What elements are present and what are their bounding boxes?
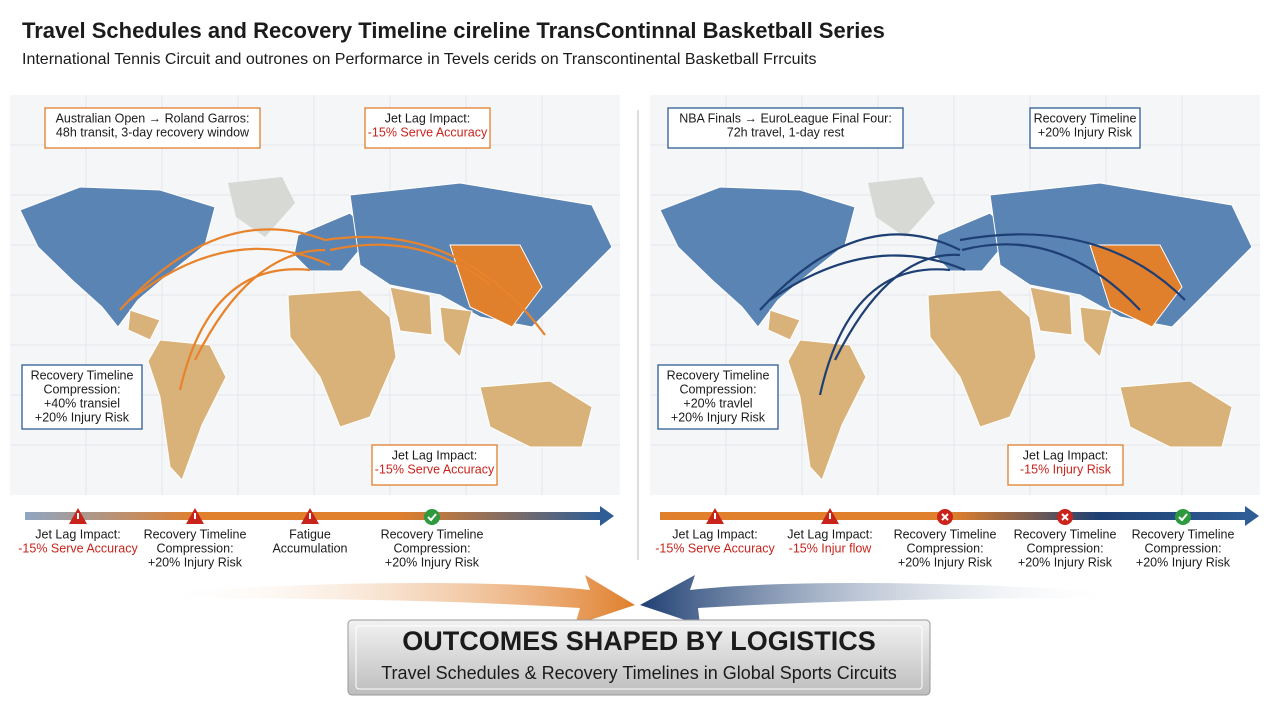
callout-box [44,107,261,149]
timeline-text: -15% Injur flow [789,541,873,555]
right-routes [759,233,1186,396]
timeline-text: -15% Serve Accuracy [655,541,775,555]
cross-mark [1061,513,1069,521]
callout-box [657,364,779,430]
timeline-text: Recovery Timeline [1132,527,1235,541]
callout-box [667,107,904,149]
timeline-text: Compression: [1144,541,1221,555]
callout-box [21,364,143,430]
subtitle: International Tennis Circuit and outrone… [22,51,816,68]
check-mark [427,513,437,522]
banner [347,619,931,696]
timeline-text: Jet Lag Impact: [787,527,872,541]
timeline-text: +20% Injury Risk [385,555,480,569]
callout-text: -15% Serve Accuracy [375,462,495,476]
banner-inner [355,625,923,690]
timeline-text: +20% Injury Risk [1018,555,1113,569]
timeline-text: -15% Serve Accuracy [18,541,138,555]
callout-text: Compression: [43,382,120,396]
timeline-arrow [1245,506,1259,526]
check-icon [1175,509,1191,525]
timeline-text: Recovery Timeline [1014,527,1117,541]
blue-arrow [640,575,1120,625]
warning-mark [194,513,196,519]
callout-text: +40% transiel [44,396,120,410]
timeline-text: Compression: [1026,541,1103,555]
callout-text: +20% Injury Risk [671,410,766,424]
timeline-text: Compression: [393,541,470,555]
callout-text: Jet Lag Impact: [392,448,477,462]
callout-box [364,107,491,149]
callout-text: Recovery Timeline [31,368,134,382]
timeline-text: Jet Lag Impact: [672,527,757,541]
callout-box [1007,444,1124,486]
callout-text: Australian Open → Roland Garros: [56,111,250,125]
left-map [9,94,621,496]
callout-text: Jet Lag Impact: [385,111,470,125]
timeline-text: +20% Injury Risk [1136,555,1231,569]
banner-subtitle: Travel Schedules & Recovery Timelines in… [381,663,897,683]
callout-text: +20% Injury Risk [1038,125,1133,139]
callout-text: -15% Injury Risk [1020,462,1112,476]
timeline-text: Accumulation [272,541,347,555]
check-mark [1178,513,1188,522]
timeline-text: Fatigue [289,527,331,541]
callout-text: NBA Finals → EuroLeague Final Four: [679,111,892,125]
timeline-text: Recovery Timeline [381,527,484,541]
callout-text: Recovery Timeline [667,368,770,382]
callout-text: 48h transit, 3-day recovery window [56,125,250,139]
timeline-text: Recovery Timeline [894,527,997,541]
timeline-text: Compression: [156,541,233,555]
timeline-text: +20% Injury Risk [148,555,243,569]
timeline-text: +20% Injury Risk [898,555,993,569]
timeline-text: Compression: [906,541,983,555]
banner-title: OUTCOMES SHAPED BY LOGISTICS [402,626,876,656]
callout-text: +20% travlel [683,396,752,410]
callout-box [371,444,498,486]
timeline-text: Jet Lag Impact: [35,527,120,541]
callout-text: Compression: [679,382,756,396]
callout-text: 72h travel, 1-day rest [727,125,845,139]
callout-text: -15% Serve Accuracy [368,125,488,139]
warning-mark [714,513,716,519]
callout-box [1029,107,1141,149]
orange-arrow [160,575,635,625]
timeline-arrow [600,506,614,526]
right-map [649,94,1261,496]
timeline-text: Recovery Timeline [144,527,247,541]
check-icon [424,509,440,525]
callout-text: Jet Lag Impact: [1023,448,1108,462]
warning-mark [309,513,311,519]
title: Travel Schedules and Recovery Timeline c… [22,18,885,43]
warning-mark [77,513,79,519]
cross-mark [941,513,949,521]
left-routes [119,228,546,391]
callout-text: Recovery Timeline [1034,111,1137,125]
warning-mark [829,513,831,519]
callout-text: +20% Injury Risk [35,410,130,424]
